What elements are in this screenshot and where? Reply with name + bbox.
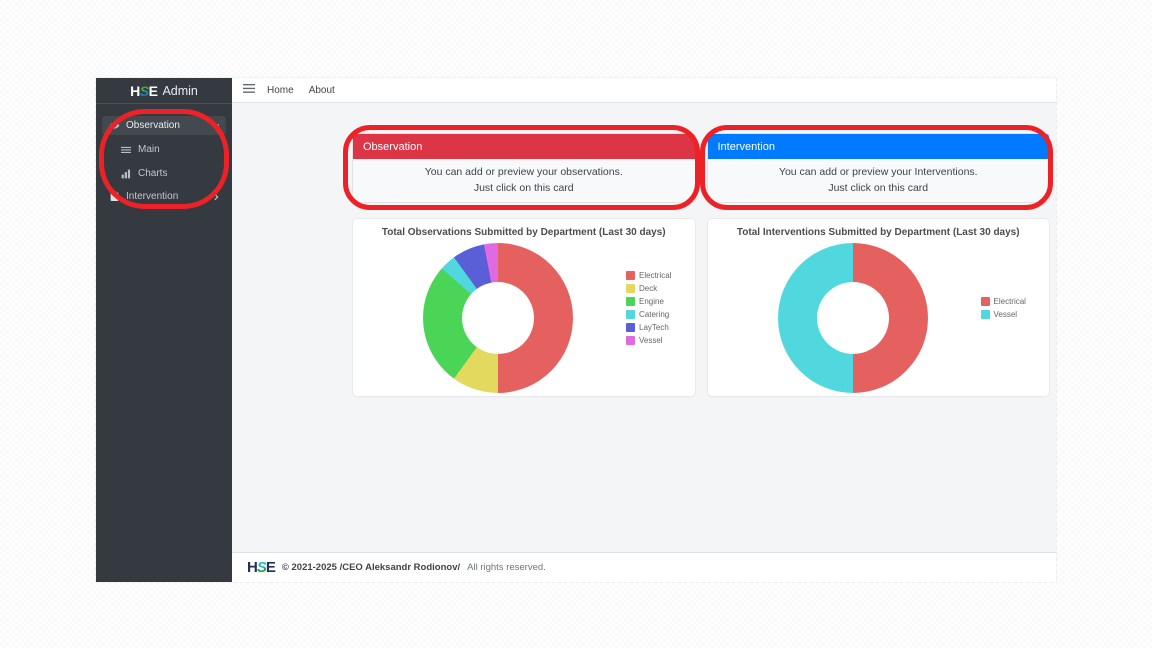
nav-home-link[interactable]: Home (267, 84, 294, 96)
legend-label: Vessel (639, 336, 663, 345)
interventions-chart-card: Total Interventions Submitted by Departm… (706, 218, 1050, 397)
page-content: Observation You can add or preview your … (232, 103, 1056, 552)
footer-copyright: © 2021-2025 /CEO Aleksandr Rodionov/ (281, 562, 461, 573)
intervention-card-line1: You can add or preview your Intervention… (778, 166, 978, 179)
legend-swatch (626, 271, 635, 280)
legend-label: Catering (639, 310, 670, 319)
clipboard-icon (108, 191, 120, 202)
observation-submenu: Main Charts (102, 140, 226, 183)
legend-item[interactable]: Deck (626, 284, 671, 293)
legend-swatch (626, 297, 635, 306)
footer-hse-logo: HSE (247, 559, 276, 576)
sidebar-toggle-button[interactable] (243, 81, 255, 99)
brand-suffix: Admin (162, 83, 198, 98)
intervention-card-line2: Just click on this card (828, 182, 929, 194)
legend-label: Electrical (993, 297, 1026, 306)
eye-icon (108, 120, 120, 131)
main-area: Home About Observation You can add or pr… (232, 78, 1056, 582)
interventions-chart-title: Total Interventions Submitted by Departm… (736, 227, 1020, 238)
observations-chart-title: Total Observations Submitted by Departme… (381, 227, 666, 238)
observation-card-body: You can add or preview your observations… (353, 159, 695, 202)
sidebar-item-label: Main (138, 144, 160, 155)
legend-swatch (980, 310, 990, 319)
footer-rights: All rights reserved. (467, 562, 546, 573)
legend-swatch (626, 323, 635, 332)
observation-card-line1: You can add or preview your observations… (424, 166, 623, 179)
list-icon (120, 145, 132, 155)
legend-swatch (626, 284, 635, 293)
action-cards-row: Observation You can add or preview your … (352, 133, 1050, 203)
bar-chart-icon (120, 169, 132, 179)
legend-item[interactable]: LayTech (626, 323, 671, 332)
sidebar-item-intervention[interactable]: Intervention (102, 187, 226, 206)
observation-card[interactable]: Observation You can add or preview your … (352, 133, 696, 203)
sidebar-item-main[interactable]: Main (114, 140, 226, 159)
top-navbar: Home About (232, 78, 1056, 103)
hamburger-icon (243, 81, 255, 99)
legend-swatch (626, 310, 635, 319)
legend-item[interactable]: Catering (626, 310, 671, 319)
chevron-right-icon (212, 193, 220, 201)
nav-about-link[interactable]: About (308, 84, 335, 96)
legend-item[interactable]: Vessel (626, 336, 671, 345)
legend-item[interactable]: Vessel (980, 310, 1026, 319)
interventions-donut-chart[interactable] (777, 243, 928, 393)
sidebar-item-label: Observation (126, 120, 180, 131)
observation-card-header: Observation (353, 134, 695, 159)
interventions-chart-legend: Electrical Vessel (980, 243, 1026, 373)
legend-label: LayTech (639, 323, 669, 332)
sidebar-item-label: Charts (138, 168, 168, 179)
sidebar-item-charts[interactable]: Charts (114, 164, 226, 183)
observations-chart-legend: Electrical Deck Engine Catering LayTech Vesse… (626, 243, 671, 373)
observation-card-line2: Just click on this card (473, 182, 574, 194)
legend-label: Deck (639, 284, 658, 293)
app-window: HSE Admin Observation (96, 78, 1056, 582)
legend-swatch (980, 297, 990, 306)
legend-label: Engine (639, 297, 664, 306)
intervention-card[interactable]: Intervention You can add or preview your… (706, 133, 1050, 203)
legend-swatch (626, 336, 635, 345)
hse-logo: HSE (130, 82, 158, 99)
legend-label: Electrical (639, 271, 672, 280)
legend-label: Vessel (993, 310, 1018, 319)
charts-row: Total Observations Submitted by Departme… (352, 218, 1050, 397)
intervention-card-body: You can add or preview your Intervention… (708, 159, 1050, 202)
footer: HSE © 2021-2025 /CEO Aleksandr Rodionov/… (232, 552, 1056, 582)
observations-donut-chart[interactable] (423, 243, 573, 393)
legend-item[interactable]: Electrical (626, 271, 671, 280)
legend-item[interactable]: Electrical (980, 297, 1026, 306)
sidebar-item-label: Intervention (126, 191, 179, 202)
intervention-card-header: Intervention (707, 134, 1049, 159)
sidebar-item-observation[interactable]: Observation (102, 116, 226, 135)
observations-chart-card: Total Observations Submitted by Departme… (352, 218, 696, 397)
sidebar-menu: Observation Main (96, 104, 232, 206)
sidebar: HSE Admin Observation (96, 78, 232, 582)
chevron-down-icon (212, 122, 220, 130)
legend-item[interactable]: Engine (626, 297, 671, 306)
brand-logo[interactable]: HSE Admin (96, 78, 232, 104)
